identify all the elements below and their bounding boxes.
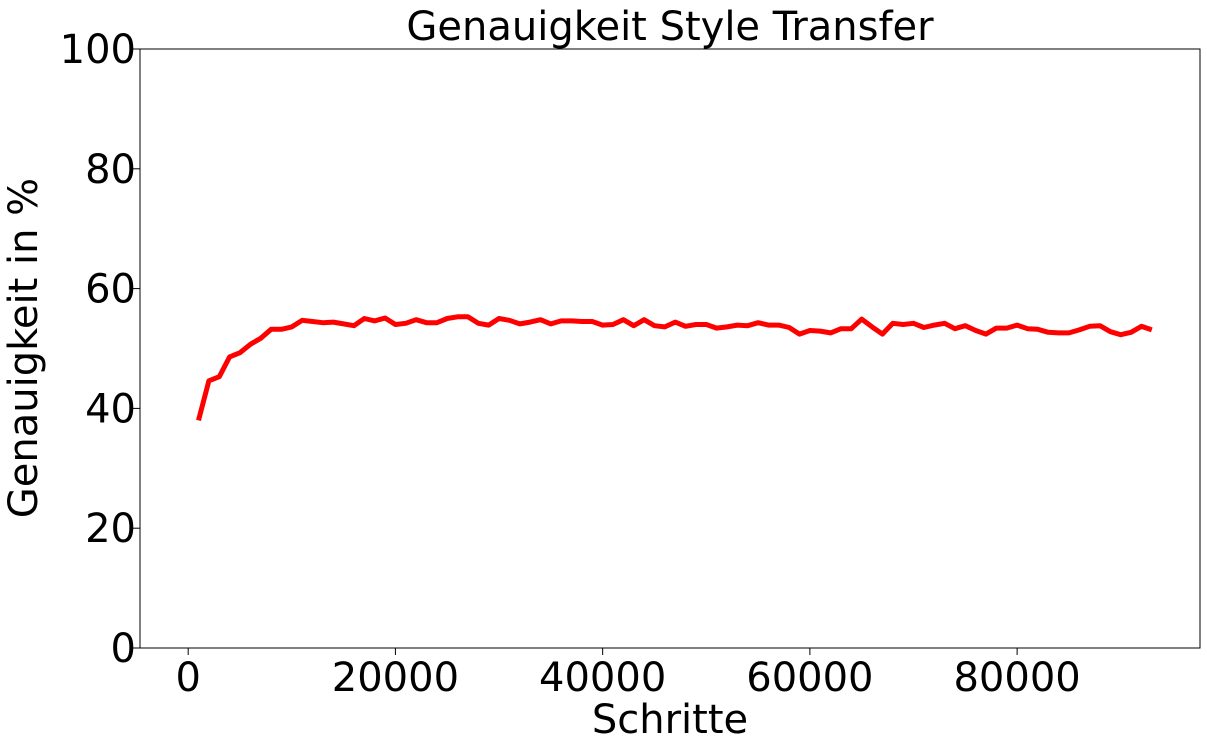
y-tick-label: 0 <box>111 626 136 672</box>
series-line <box>196 314 1153 422</box>
y-tick-label: 60 <box>85 267 136 313</box>
x-tick-label: 80000 <box>953 655 1080 701</box>
x-tick-label: 0 <box>175 655 200 701</box>
x-tick-label: 40000 <box>539 655 666 701</box>
chart-title: Genauigkeit Style Transfer <box>406 4 934 50</box>
y-axis-label: Genauigkeit in % <box>1 178 47 518</box>
y-tick-label: 40 <box>85 386 136 432</box>
y-tick-label: 20 <box>85 506 136 552</box>
y-tick-label: 100 <box>60 27 136 73</box>
x-tick-label: 20000 <box>332 655 459 701</box>
y-axis: 0 20 40 60 80 100 <box>60 27 140 672</box>
y-tick-label: 80 <box>85 147 136 193</box>
x-axis: 0 20000 40000 60000 80000 <box>175 648 1081 701</box>
x-tick-label: 60000 <box>746 655 873 701</box>
plot-frame <box>139 48 1201 649</box>
plot-area <box>196 314 1153 422</box>
x-axis-label: Schritte <box>592 697 748 743</box>
